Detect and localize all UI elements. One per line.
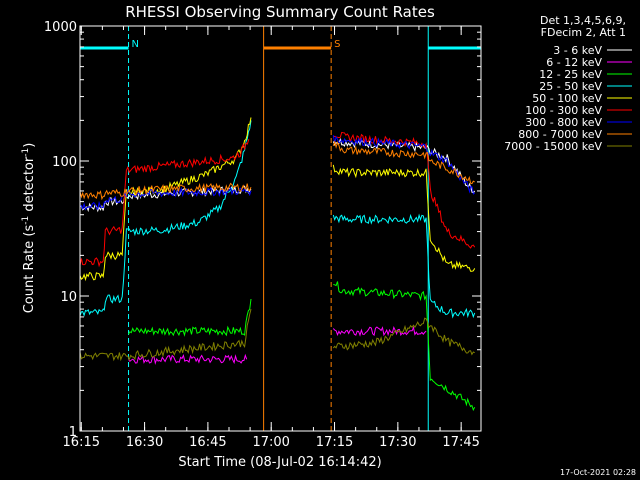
y-tick-label: 1: [69, 425, 77, 440]
legend-entry-label: 300 - 800 keV: [525, 116, 602, 129]
marker-label: N: [132, 39, 139, 50]
x-tick-label: 16:30: [126, 435, 163, 450]
series-7000-15000-kev: [79, 308, 475, 362]
series-line: [332, 135, 476, 195]
series-800-7000-kev: [79, 140, 475, 201]
y-axis-label-part: ): [22, 143, 37, 148]
series-line: [79, 184, 252, 213]
series-line: [332, 317, 475, 356]
chart-title: RHESSI Observing Summary Count Rates: [125, 3, 435, 21]
x-tick-label: 17:45: [442, 435, 479, 450]
x-axis: 16:15 16:30 16:45 17:00 17:15 17:30 17:45: [63, 26, 480, 450]
series-line: [79, 186, 252, 211]
legend-header-line: FDecim 2, Att 1: [541, 26, 626, 39]
y-axis-label-sup: -1: [21, 216, 31, 225]
x-tick-label: 17:00: [252, 435, 289, 450]
y-axis: 1 10 100 1000: [44, 20, 481, 440]
series-line: [332, 325, 427, 337]
legend-entry-label: 100 - 300 keV: [525, 104, 602, 117]
y-axis-label: Count Rate (s-1 detector-1): [21, 143, 37, 314]
x-axis-label: Start Time (08-Jul-02 16:14:42): [178, 455, 381, 470]
series-line: [333, 281, 476, 412]
y-tick-label: 1000: [44, 20, 77, 35]
plot-frame: [79, 25, 482, 432]
series-line: [333, 131, 476, 249]
legend-entry-label: 800 - 7000 keV: [518, 128, 602, 141]
series-line: [128, 298, 252, 337]
series-line: [79, 182, 252, 201]
y-tick-label: 10: [60, 290, 77, 305]
legend-entry-label: 7000 - 15000 keV: [504, 140, 602, 153]
x-tick-label: 16:45: [189, 435, 226, 450]
series-line: [79, 120, 252, 317]
legend-header-line: Det 1,3,4,5,6,9,: [540, 14, 626, 27]
series-12-25-kev: [128, 281, 476, 412]
series-line: [79, 308, 252, 362]
series-line: [79, 139, 250, 268]
series-6-12-kev: [128, 325, 427, 365]
series-line: [128, 353, 248, 365]
y-axis-label-sup: -1: [21, 148, 31, 157]
marker-label: S: [334, 39, 340, 50]
series-line: [332, 137, 476, 194]
y-axis-label-part: detector: [22, 156, 37, 216]
x-tick-label: 17:30: [379, 435, 416, 450]
legend-entry-label: 12 - 25 keV: [539, 68, 602, 81]
y-axis-label-part: Count Rate (s: [22, 225, 37, 314]
series-line: [332, 213, 476, 319]
series-line: [332, 164, 476, 272]
legend-header: Det 1,3,4,5,6,9,FDecim 2, Att 1: [540, 14, 626, 39]
legend-entry-label: 6 - 12 keV: [546, 56, 602, 69]
legend-entry-label: 50 - 100 keV: [532, 92, 602, 105]
series-100-300-kev: [79, 131, 476, 268]
legend-entry-label: 3 - 6 keV: [553, 44, 602, 57]
series-300-800-kev: [79, 135, 476, 211]
series-lines: [79, 117, 476, 412]
series-line: [332, 140, 475, 185]
x-tick-label: 16:15: [63, 435, 100, 450]
y-tick-label: 100: [52, 155, 77, 170]
legend-entry-label: 25 - 50 keV: [539, 80, 602, 93]
series-25-50-kev: [79, 120, 476, 319]
footer-date: 17-Oct-2021 02:28: [560, 468, 636, 477]
x-tick-label: 17:15: [316, 435, 353, 450]
